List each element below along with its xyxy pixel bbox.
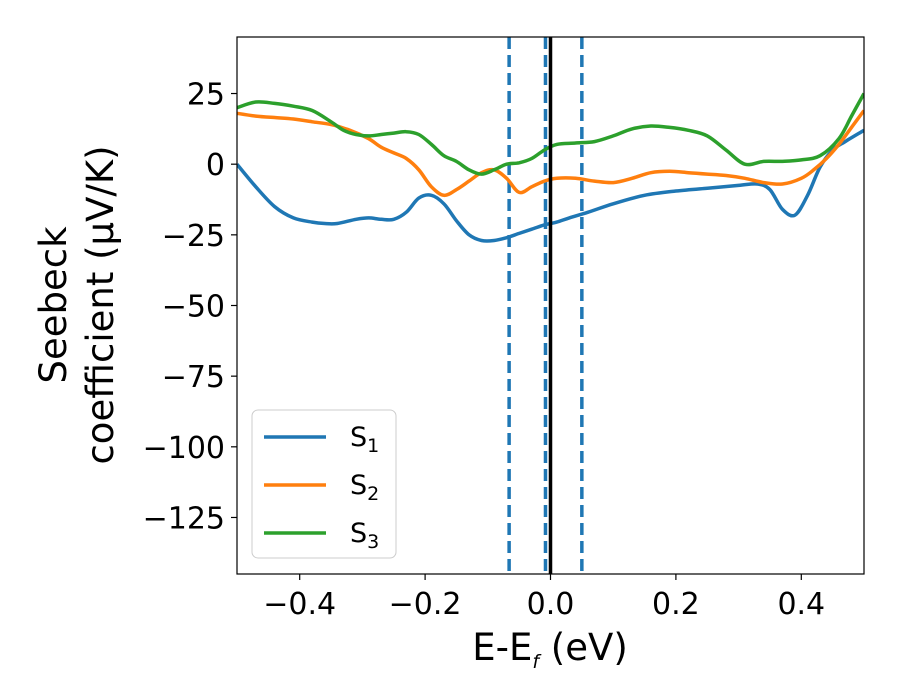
legend-label-s2: S2 — [350, 470, 379, 505]
y-tick-label: −25 — [162, 219, 225, 254]
y-tick-label: 0 — [206, 148, 225, 183]
series-line-s3 — [237, 92, 864, 176]
x-tick-label: −0.2 — [389, 587, 462, 622]
y-tick-label: 25 — [187, 78, 225, 113]
x-tick-label: 0.4 — [777, 587, 825, 622]
x-tick-label: −0.4 — [263, 587, 336, 622]
legend-label-s1: S1 — [350, 422, 379, 457]
y-tick-label: −50 — [162, 290, 225, 325]
x-axis-label: E-Ef (eV) — [472, 626, 628, 673]
legend-label-s3: S3 — [350, 518, 379, 553]
legend: S1 S2 S3 — [251, 409, 397, 559]
y-tick-label: −125 — [143, 501, 225, 536]
x-tick-label: 0.0 — [527, 587, 575, 622]
y-axis-label-line2: coefficient (μV/K) — [79, 145, 122, 464]
x-tick-label: 0.2 — [652, 587, 700, 622]
y-tick-label: −100 — [143, 431, 225, 466]
series-line-s1 — [237, 128, 864, 243]
y-axis-label-line1: Seebeck — [32, 226, 75, 384]
y-tick-label: −75 — [162, 360, 225, 395]
